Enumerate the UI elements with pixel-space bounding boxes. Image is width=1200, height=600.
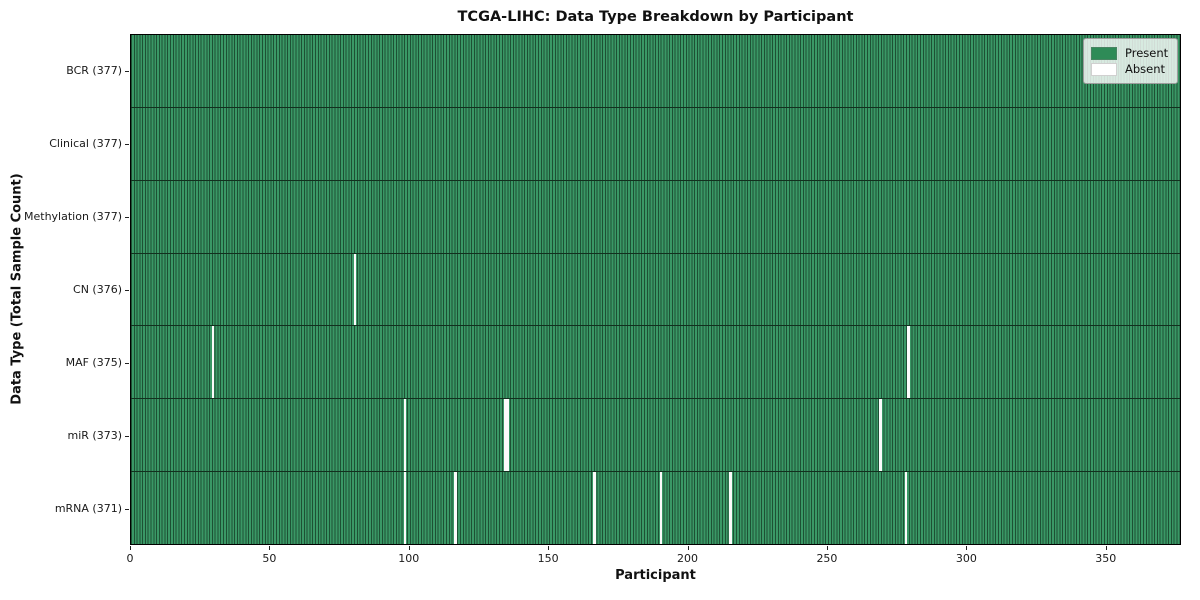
xtick-label-300: 300 bbox=[955, 552, 977, 565]
xtick-label-50: 50 bbox=[262, 552, 277, 565]
chart-title: TCGA-LIHC: Data Type Breakdown by Partic… bbox=[457, 9, 854, 25]
plot-area bbox=[130, 34, 1181, 545]
xtick-label-0: 0 bbox=[126, 552, 134, 565]
xtick-mark bbox=[130, 546, 131, 550]
heatmap-row-MAF bbox=[131, 326, 1180, 400]
absent-cell-mRNA-p190 bbox=[659, 472, 663, 545]
legend-absent-swatch-icon bbox=[1091, 62, 1117, 76]
ytick-label-BCR: BCR (377) bbox=[66, 63, 122, 77]
heatmap-row-miR bbox=[131, 399, 1180, 473]
ytick-label-miR: miR (373) bbox=[67, 428, 123, 442]
xtick-mark bbox=[269, 546, 271, 550]
x-axis-label: Participant bbox=[615, 568, 696, 583]
heatmap-row-Clinical bbox=[131, 107, 1180, 181]
absent-cell-MAF-p29 bbox=[211, 326, 215, 399]
xtick-label-150: 150 bbox=[537, 552, 559, 565]
ytick-mark bbox=[125, 216, 129, 218]
ytick-mark bbox=[125, 508, 129, 510]
absent-cell-mRNA-p166 bbox=[592, 472, 596, 545]
ytick-mark bbox=[125, 435, 129, 437]
legend-item-present: Present bbox=[1091, 46, 1168, 60]
ytick-label-mRNA: mRNA (371) bbox=[54, 501, 122, 515]
xtick-label-100: 100 bbox=[398, 552, 420, 565]
absent-cell-MAF-p279 bbox=[907, 326, 911, 399]
legend-absent-label: Absent bbox=[1125, 62, 1166, 76]
absent-cell-miR-p98 bbox=[403, 399, 407, 472]
ytick-mark bbox=[125, 143, 129, 145]
heatmap-row-CN bbox=[131, 253, 1180, 327]
legend-present-label: Present bbox=[1125, 46, 1169, 60]
absent-cell-mRNA-p98 bbox=[403, 472, 407, 545]
xtick-label-350: 350 bbox=[1095, 552, 1117, 565]
heatmap-row-mRNA bbox=[131, 472, 1180, 545]
absent-cell-mRNA-p215 bbox=[729, 472, 733, 545]
xtick-mark bbox=[548, 546, 550, 550]
legend-present-swatch-icon bbox=[1091, 46, 1117, 60]
absent-cell-miR-p134 bbox=[503, 399, 507, 472]
ytick-label-Clinical: Clinical (377) bbox=[49, 136, 122, 150]
legend: Present Absent bbox=[1083, 38, 1179, 84]
heatmap-row-BCR bbox=[131, 35, 1180, 108]
heatmap-row-Methylation bbox=[131, 180, 1180, 254]
absent-cell-CN-p80 bbox=[353, 253, 357, 326]
legend-item-absent: Absent bbox=[1091, 62, 1168, 76]
xtick-label-200: 200 bbox=[677, 552, 699, 565]
xtick-mark bbox=[1105, 546, 1107, 550]
ytick-mark bbox=[125, 70, 129, 72]
absent-cell-miR-p269 bbox=[879, 399, 883, 472]
absent-cell-mRNA-p278 bbox=[904, 472, 908, 545]
xtick-mark bbox=[966, 546, 968, 550]
ytick-label-Methylation: Methylation (377) bbox=[24, 209, 122, 223]
xtick-label-250: 250 bbox=[816, 552, 838, 565]
absent-cell-miR-p135 bbox=[506, 399, 510, 472]
xtick-mark bbox=[408, 546, 410, 550]
ytick-mark bbox=[125, 289, 129, 291]
ytick-label-CN: CN (376) bbox=[73, 282, 122, 296]
xtick-mark bbox=[826, 546, 828, 550]
xtick-mark bbox=[687, 546, 689, 550]
ytick-label-MAF: MAF (375) bbox=[65, 355, 122, 369]
ytick-mark bbox=[125, 362, 129, 364]
absent-cell-mRNA-p116 bbox=[453, 472, 457, 545]
